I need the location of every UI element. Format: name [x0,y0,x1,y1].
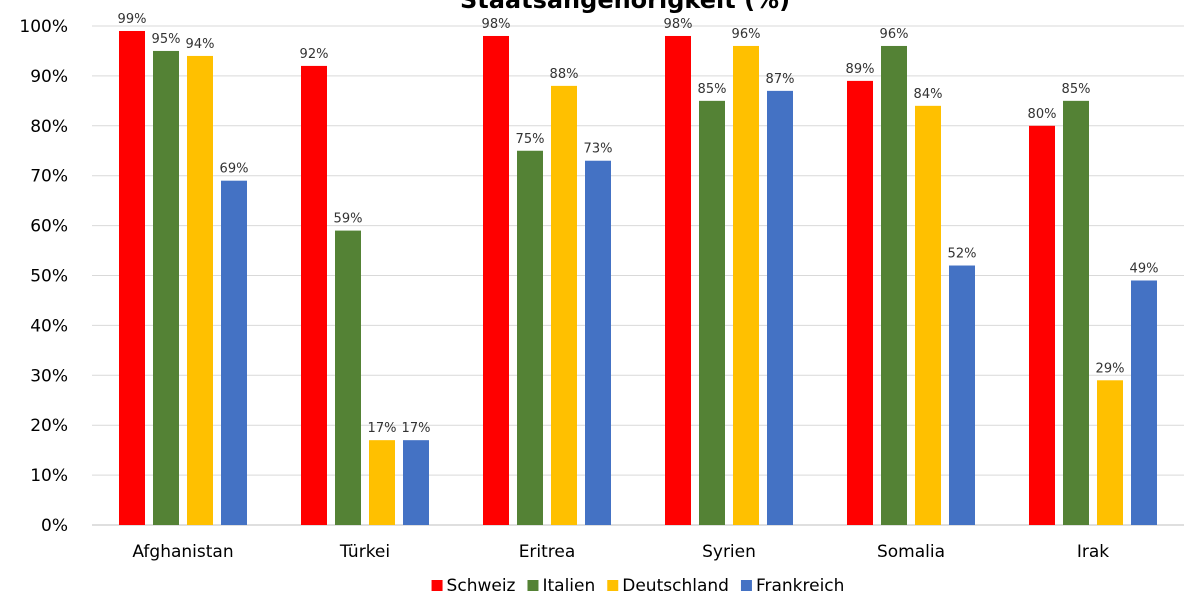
data-label: 17% [402,421,431,436]
bar-schweiz-irak [1029,125,1055,526]
grid [92,25,1184,526]
data-labels: 99% 95% 94% 69% 92% 59% 17% 17% 98% 75% 88% 73% 98% 8… [118,12,1159,436]
x-tick-label: Türkei [339,542,390,562]
y-tick-label: 0% [41,516,68,536]
bar-italien-syrien [699,100,725,525]
legend-swatch [431,580,443,591]
bar-deutschland-syrien [733,45,759,526]
data-label: 29% [1096,361,1125,376]
legend-swatch [740,580,752,591]
x-tick-label: Syrien [702,542,756,562]
data-label: 95% [152,32,181,47]
bars [119,30,1157,526]
data-label: 92% [300,47,329,62]
legend-item-schweiz: Schweiz [431,576,516,594]
legend-label: Italien [542,576,595,594]
data-label: 80% [1028,107,1057,122]
bar-deutschland-irak [1097,380,1123,525]
legend-label: Frankreich [756,576,845,594]
data-label: 98% [664,17,693,32]
y-tick-label: 30% [30,366,68,386]
x-tick-label: Somalia [877,542,945,562]
bar-frankreich-eritrea [585,160,611,526]
chart-title: Staatsangehörigkeit (%) [460,0,790,14]
y-tick-label: 100% [19,17,68,37]
x-tick-label: Eritrea [519,542,576,562]
bar-deutschland-somalia [915,105,941,525]
data-label: 96% [732,27,761,42]
data-label: 85% [698,82,727,97]
y-axis-ticks: 0% 10% 20% 30% 40% 50% 60% 70% 80% 90% 100% [19,17,68,536]
y-tick-label: 60% [30,217,68,237]
data-label: 52% [948,247,977,262]
bar-deutschland-türkei [369,440,395,525]
y-tick-label: 70% [30,167,68,187]
legend-label: Deutschland [622,576,729,594]
legend-item-frankreich: Frankreich [740,576,845,594]
data-label: 88% [550,67,579,82]
bar-schweiz-afghanistan [119,30,145,526]
bar-frankreich-syrien [767,90,793,526]
bar-deutschland-eritrea [551,85,577,525]
bar-italien-irak [1063,100,1089,525]
bar-frankreich-türkei [403,440,429,525]
bar-deutschland-afghanistan [187,55,213,525]
data-label: 85% [1062,82,1091,97]
data-label: 69% [220,162,249,177]
legend-item-deutschland: Deutschland [607,576,729,594]
legend-swatch [527,580,539,591]
y-tick-label: 50% [30,267,68,287]
bar-schweiz-somalia [847,80,873,525]
data-label: 98% [482,17,511,32]
data-label: 87% [766,72,795,87]
data-label: 84% [914,87,943,102]
legend-swatch [607,580,619,591]
bar-frankreich-irak [1131,280,1157,525]
data-label: 89% [846,62,875,77]
bar-frankreich-afghanistan [221,180,247,525]
data-label: 73% [584,142,613,157]
y-tick-label: 40% [30,316,68,336]
legend-item-italien: Italien [527,576,595,594]
x-axis-ticks: Afghanistan Türkei Eritrea Syrien Somalia Ira… [132,542,1109,562]
data-label: 59% [334,212,363,227]
bar-schweiz-eritrea [483,35,509,525]
bar-frankreich-somalia [949,265,975,525]
y-tick-label: 80% [30,117,68,137]
data-label: 96% [880,27,909,42]
bar-schweiz-syrien [665,35,691,525]
x-tick-label: Afghanistan [132,542,233,562]
bar-italien-somalia [881,45,907,526]
bar-italien-eritrea [517,150,543,525]
data-label: 49% [1130,261,1159,276]
y-tick-label: 20% [30,416,68,436]
bar-schweiz-türkei [301,65,327,526]
legend: Schweiz Italien Deutschland Frankreich [431,576,845,594]
data-label: 17% [368,421,397,436]
x-tick-label: Irak [1077,542,1109,562]
bar-italien-afghanistan [153,50,179,525]
bar-italien-türkei [335,230,361,525]
y-tick-label: 10% [30,466,68,486]
y-tick-label: 90% [30,67,68,87]
data-label: 94% [186,37,215,52]
legend-label: Schweiz [447,576,516,594]
data-label: 75% [516,132,545,147]
data-label: 99% [118,12,147,27]
